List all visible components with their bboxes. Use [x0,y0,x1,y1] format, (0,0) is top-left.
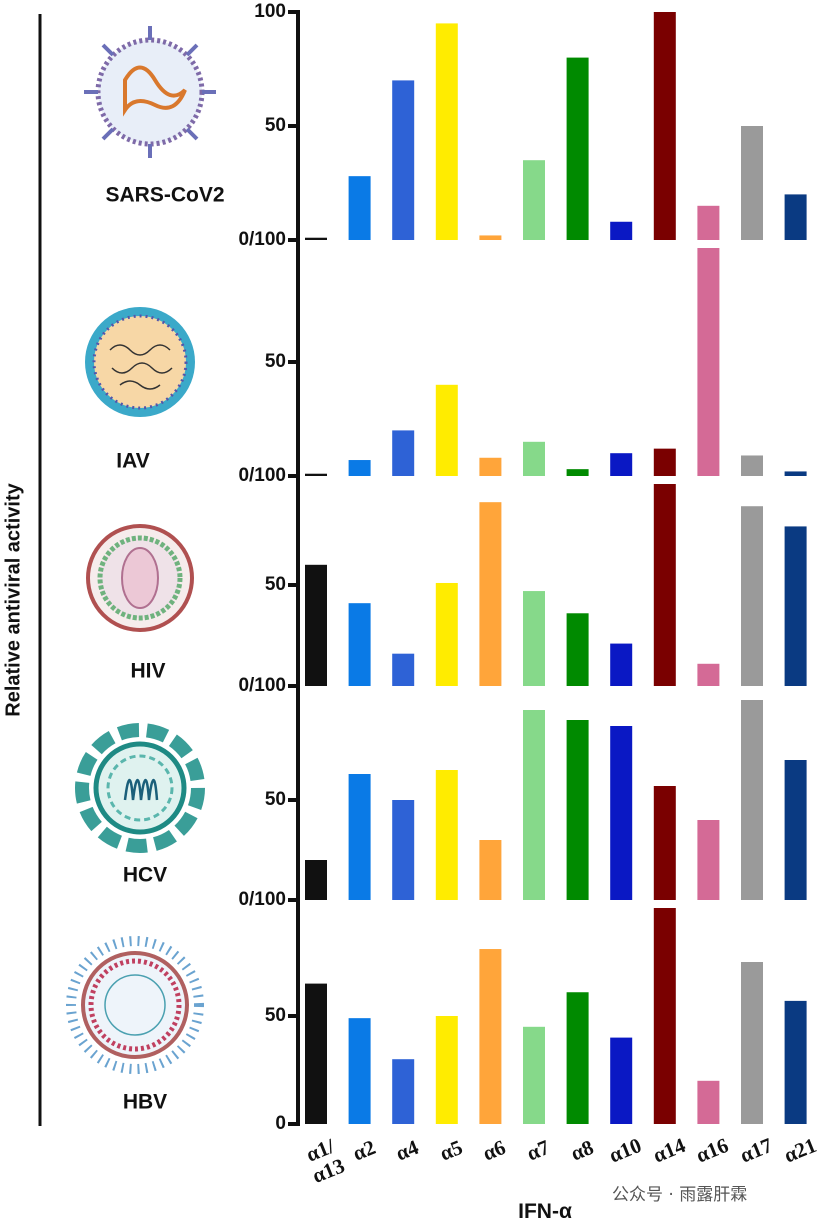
bar [523,591,545,686]
bar [697,248,720,476]
bar [566,720,589,900]
bar [566,469,589,476]
y-tick-label: 50 [265,574,286,595]
bar [610,726,633,900]
y-tick-label: 0/100 [238,675,286,696]
bar [610,643,633,686]
bar [305,983,327,1124]
bar [479,949,502,1124]
bar [566,57,589,240]
x-axis-label: IFN-α [518,1200,572,1223]
bar [784,471,807,476]
bar [523,710,545,900]
virus-icon [85,307,195,417]
y-tick-label: 50 [265,789,286,810]
panel-title: SARS-CoV2 [105,184,224,207]
bar [435,582,458,686]
bar [653,786,676,900]
panel-title: IAV [116,450,149,473]
bar [653,448,676,476]
bar [566,992,589,1124]
bar [348,603,371,686]
bar [435,770,458,900]
y-tick-label: 0/100 [238,889,286,910]
bar [784,1000,807,1124]
bar [741,126,763,240]
bar [305,860,327,900]
bar [348,1018,371,1124]
bar [392,430,415,476]
bar [348,460,371,476]
bar [566,613,589,686]
bar [741,455,763,476]
y-tick-label: 0 [275,1113,286,1134]
bar [435,384,458,476]
bar [435,1016,458,1124]
bar [348,774,371,900]
y-tick-label: 50 [265,351,286,372]
bar [741,962,763,1124]
bar [435,23,458,241]
bar [479,235,502,240]
panel-title: HBV [123,1091,167,1114]
y-axis-label: Relative antiviral activity [2,482,24,716]
bar [741,700,763,900]
bar [697,1080,720,1124]
bar [523,160,545,240]
bar [653,484,676,686]
virus-icon [75,723,205,853]
bar [523,1026,545,1124]
y-tick-label: 100 [254,1,286,22]
bar [348,176,371,240]
bar [741,506,763,686]
bar [697,663,720,686]
bar [479,840,502,900]
bar [392,1059,415,1124]
virus-icon [84,26,216,158]
watermark: 公众号 · 雨露肝霖 [612,1185,748,1205]
bar [697,820,720,900]
y-tick-label: 0/100 [238,465,286,486]
bar [305,473,327,476]
y-tick-label: 0/100 [238,229,286,250]
bar [653,908,676,1124]
bar [305,237,327,240]
panel-title: HCV [123,864,167,887]
bar [479,457,502,476]
bar [697,205,720,240]
bar [523,441,545,476]
bar [479,502,502,686]
bar [610,221,633,240]
bar [392,800,415,900]
bar [784,760,807,900]
y-tick-label: 50 [265,1005,286,1026]
bar [392,80,415,241]
bar [653,12,676,240]
bar [392,653,415,686]
panel-title: HIV [130,660,165,683]
bar [305,564,327,686]
bar [784,526,807,686]
y-tick-label: 50 [265,115,286,136]
bar [610,453,633,476]
bar [610,1037,633,1124]
virus-icon [86,524,194,632]
bar [784,194,807,240]
virus-icon [66,936,204,1074]
